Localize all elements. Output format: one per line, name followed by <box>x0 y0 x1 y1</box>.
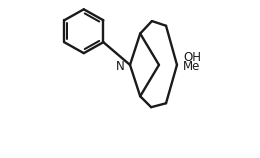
Text: Me: Me <box>183 60 201 73</box>
Text: OH: OH <box>183 51 201 64</box>
Text: N: N <box>116 60 125 73</box>
